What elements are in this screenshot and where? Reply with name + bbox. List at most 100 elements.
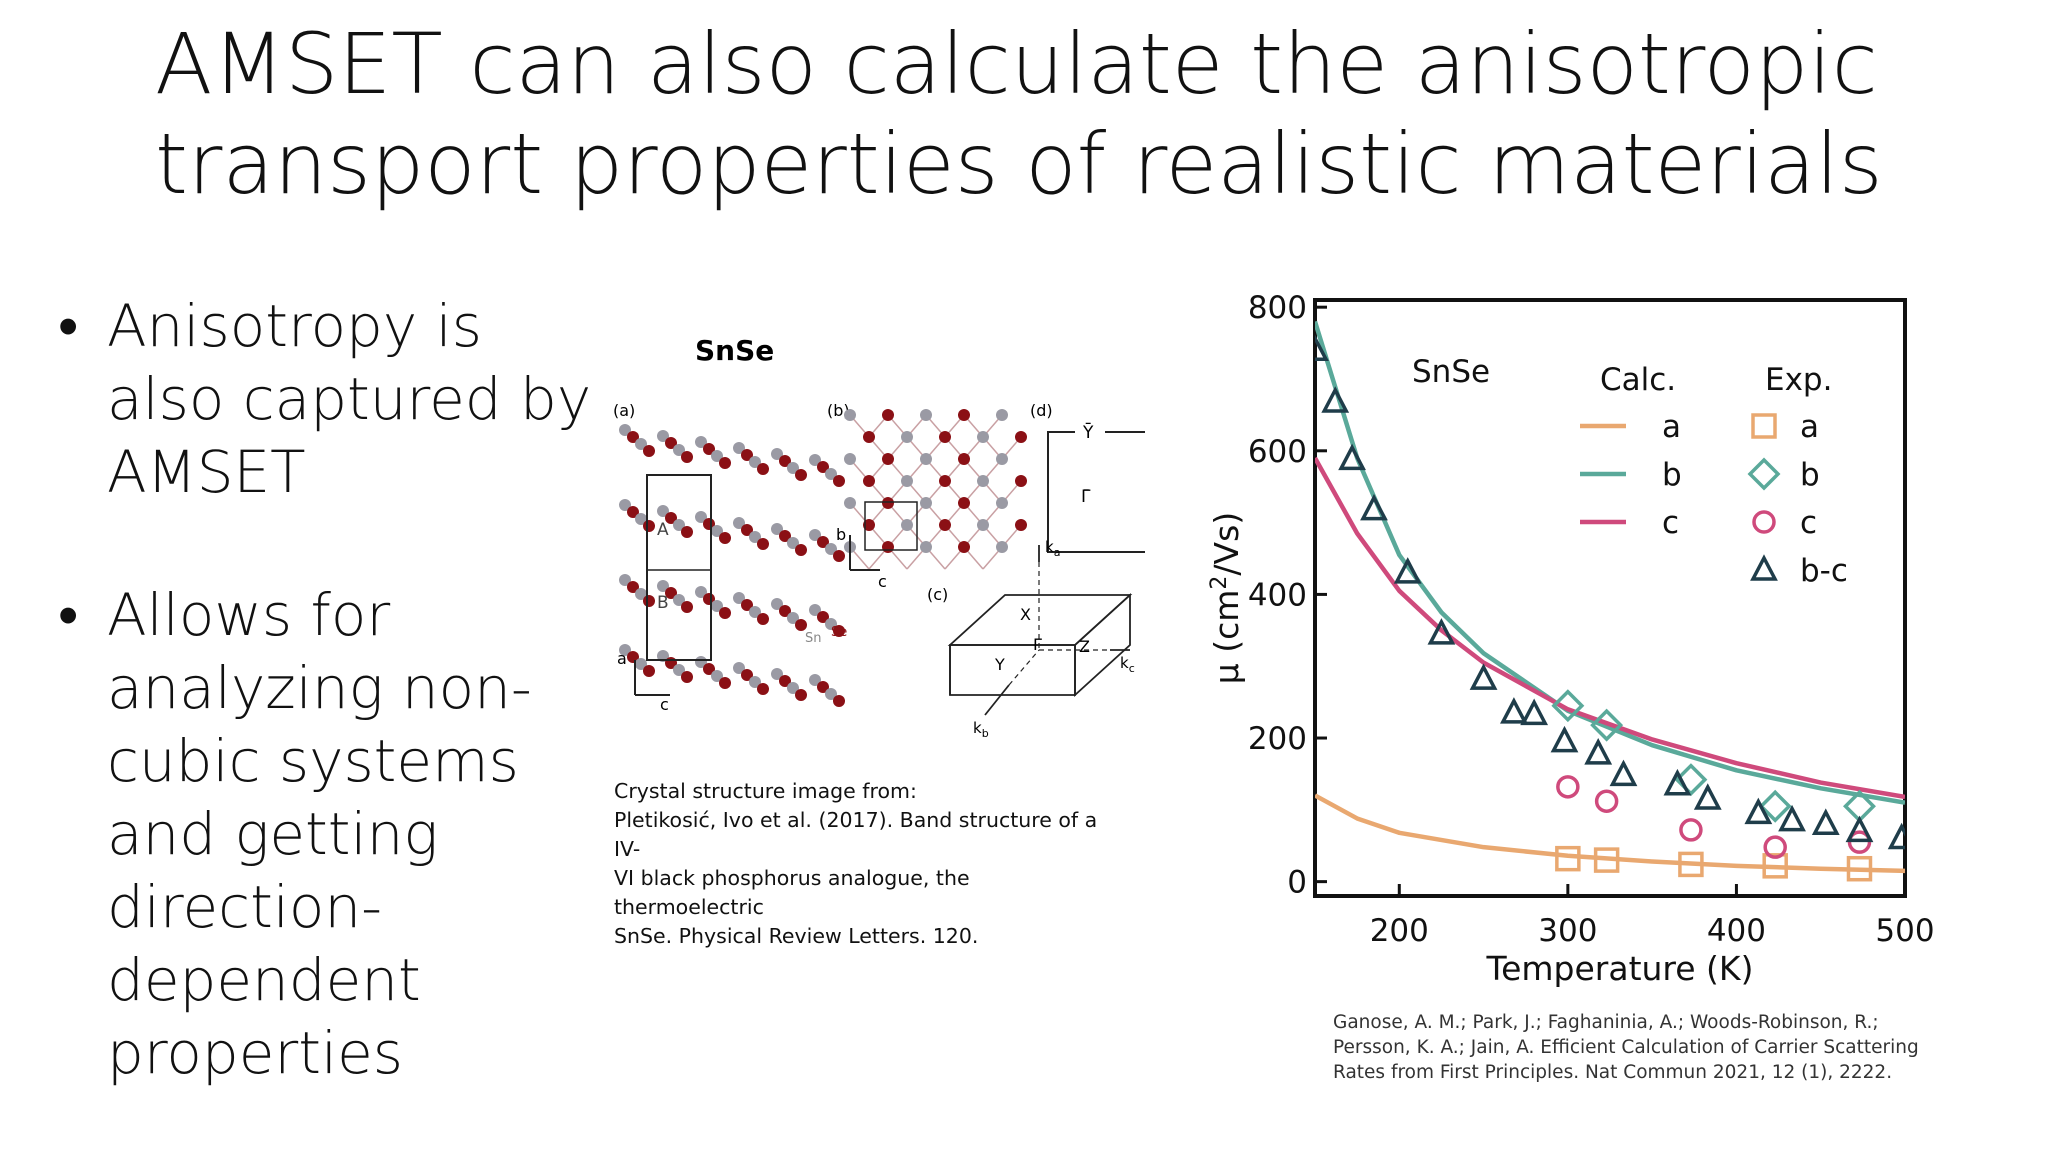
exp-point-b xyxy=(1551,689,1585,723)
atom xyxy=(844,453,856,465)
atom xyxy=(958,497,970,509)
atom xyxy=(882,541,894,553)
k-label-a: ka xyxy=(1045,538,1060,559)
exp-point-b-c xyxy=(1663,768,1692,796)
bz3d-label-gamma: Γ xyxy=(1033,635,1042,654)
atom xyxy=(665,437,677,449)
atom xyxy=(809,674,821,686)
element-label-se: Se xyxy=(831,625,847,640)
bullet-line: properties xyxy=(107,1019,403,1087)
atom xyxy=(795,619,807,631)
x-tick-label: 500 xyxy=(1875,913,1934,949)
atom xyxy=(619,574,631,586)
atom xyxy=(958,453,970,465)
x-tick-label: 200 xyxy=(1370,913,1429,949)
atom xyxy=(844,497,856,509)
atom xyxy=(825,468,837,480)
atom xyxy=(665,587,677,599)
bz-label-bg xyxy=(1075,420,1105,444)
bullet-line: analyzing non- xyxy=(107,654,532,722)
atom xyxy=(695,586,707,598)
atom xyxy=(958,409,970,421)
exp-point-b xyxy=(1758,789,1792,823)
plot-frame xyxy=(1313,298,1907,898)
atom xyxy=(719,532,731,544)
bullet-line: Anisotropy is xyxy=(107,292,482,360)
caption-chart-source: Ganose, A. M.; Park, J.; Faghaninia, A.;… xyxy=(1333,1010,1933,1085)
atom xyxy=(643,520,655,532)
exp-point-b xyxy=(1590,708,1624,742)
x-tick-label: 400 xyxy=(1707,913,1766,949)
atom xyxy=(817,611,829,623)
atom xyxy=(619,644,631,656)
caption-line: Rates from First Principles. Nat Commun … xyxy=(1333,1062,1893,1083)
atom xyxy=(627,506,639,518)
bulk-bz-box xyxy=(947,592,1133,698)
atom xyxy=(996,409,1008,421)
atom xyxy=(939,519,951,531)
atom xyxy=(673,444,685,456)
atom xyxy=(996,541,1008,553)
exp-point-b-c xyxy=(1427,618,1456,645)
atom xyxy=(996,453,1008,465)
caption-line: SnSe. Physical Review Letters. 120. xyxy=(614,924,979,948)
atom xyxy=(920,541,932,553)
atom xyxy=(977,431,989,443)
axis-label-c-b: c xyxy=(878,572,887,591)
exp-point-b-c xyxy=(1584,738,1613,765)
exp-point-b-c xyxy=(1811,808,1840,835)
element-label-sn: Sn xyxy=(805,631,822,646)
mobility-chart: 0 200 400 600 800 200 300 400 500 SnSe Calc. Ex… xyxy=(1207,290,1935,988)
atom xyxy=(635,588,647,600)
atom xyxy=(779,530,791,542)
calc-line-c xyxy=(1315,456,1905,800)
atom xyxy=(711,525,723,537)
atom xyxy=(901,475,913,487)
atom xyxy=(901,431,913,443)
caption-line: Crystal structure image from: xyxy=(614,779,917,803)
bz-label-gamma: Γ̄ xyxy=(1081,487,1091,507)
atom xyxy=(817,461,829,473)
atom xyxy=(635,438,647,450)
exp-point-b-c xyxy=(1609,759,1638,787)
atom xyxy=(863,519,875,531)
axis-label-a: a xyxy=(617,649,627,668)
atom xyxy=(787,612,799,624)
atom xyxy=(657,430,669,442)
atom xyxy=(833,550,845,562)
exp-point-c xyxy=(1679,818,1703,842)
atom xyxy=(882,497,894,509)
bullet-line: AMSET xyxy=(107,438,306,506)
panel-label-d: (d) xyxy=(1030,401,1053,420)
bullet-line: cubic systems xyxy=(107,727,519,795)
atom xyxy=(733,592,745,604)
k-label-b: kb xyxy=(973,719,989,740)
atom xyxy=(719,607,731,619)
bullet-item: • Allows for analyzing non- cubic system… xyxy=(55,579,595,1090)
exp-point-b-c xyxy=(1744,797,1773,825)
caption-line: Persson, K. A.; Jain, A. Efficient Calcu… xyxy=(1333,1037,1919,1058)
atom xyxy=(757,683,769,695)
atom xyxy=(1015,519,1027,531)
atom xyxy=(920,453,932,465)
exp-point-b-c xyxy=(1338,443,1366,471)
legend-calc-label: a xyxy=(1662,409,1681,445)
atom xyxy=(619,424,631,436)
atom xyxy=(771,668,783,680)
atom xyxy=(749,456,761,468)
x-tick-label: 300 xyxy=(1538,913,1597,949)
exp-point-b-c xyxy=(1500,697,1528,724)
atom xyxy=(643,665,655,677)
atom xyxy=(681,601,693,613)
bullet-item: • Anisotropy is also captured by AMSET xyxy=(55,290,595,509)
atom xyxy=(733,442,745,454)
atom xyxy=(733,517,745,529)
atom xyxy=(757,463,769,475)
atom xyxy=(757,538,769,550)
atom xyxy=(681,671,693,683)
atom xyxy=(939,475,951,487)
exp-point-a xyxy=(1846,855,1873,882)
y-tick-label: 800 xyxy=(1248,290,1307,326)
panel-label-b: (b) xyxy=(827,401,850,420)
